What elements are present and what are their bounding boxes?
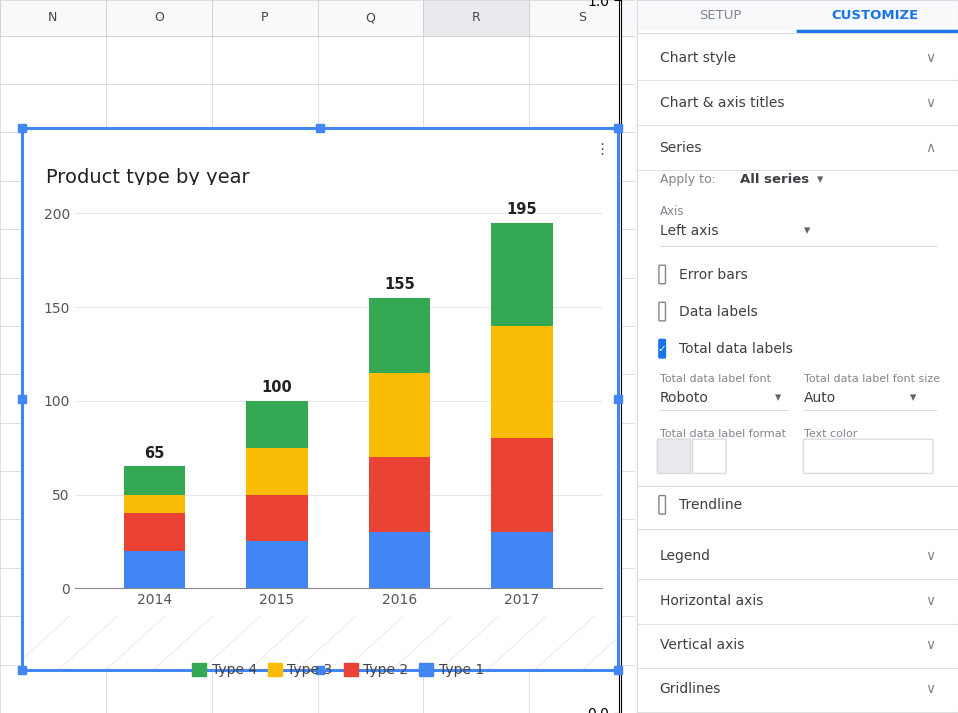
- Text: A: A: [810, 449, 820, 463]
- Bar: [246, 448, 308, 495]
- Bar: [212, 0, 317, 36]
- Text: Text color: Text color: [804, 429, 857, 438]
- Text: 155: 155: [384, 277, 415, 292]
- Text: Total data label font: Total data label font: [659, 374, 770, 384]
- Bar: [491, 223, 553, 326]
- FancyBboxPatch shape: [659, 496, 666, 514]
- Text: Axis: Axis: [659, 205, 684, 218]
- Bar: [369, 298, 430, 373]
- Text: 195: 195: [507, 202, 537, 217]
- Bar: [105, 0, 212, 36]
- Text: 100: 100: [262, 380, 292, 395]
- Text: Total data labels: Total data labels: [679, 342, 793, 356]
- Text: ⋮: ⋮: [594, 142, 609, 157]
- Text: Auto: Auto: [804, 391, 836, 405]
- Text: Horizontal axis: Horizontal axis: [659, 594, 763, 608]
- Text: P: P: [261, 11, 268, 24]
- Text: ∨: ∨: [925, 51, 936, 65]
- Text: ▾: ▾: [920, 450, 925, 463]
- FancyBboxPatch shape: [804, 439, 933, 473]
- Text: Auto: Auto: [839, 449, 872, 463]
- Text: CUSTOMIZE: CUSTOMIZE: [831, 9, 918, 22]
- Text: Chart style: Chart style: [659, 51, 736, 65]
- Text: All series: All series: [740, 173, 809, 186]
- Bar: [124, 513, 185, 550]
- Bar: [423, 0, 529, 36]
- Text: Q: Q: [366, 11, 376, 24]
- Text: ▾: ▾: [910, 391, 916, 404]
- Bar: [491, 532, 553, 588]
- Text: ▾: ▾: [804, 225, 810, 237]
- FancyBboxPatch shape: [659, 302, 666, 321]
- FancyBboxPatch shape: [659, 265, 666, 284]
- Bar: [529, 0, 635, 36]
- Text: Left axis: Left axis: [659, 224, 718, 238]
- FancyBboxPatch shape: [657, 439, 691, 473]
- Text: ∨: ∨: [925, 96, 936, 110]
- Text: ∨: ∨: [925, 682, 936, 697]
- Bar: [0, 0, 105, 36]
- Bar: [369, 457, 430, 532]
- Text: ∨: ∨: [925, 638, 936, 652]
- Bar: [124, 466, 185, 495]
- Legend: Type 4, Type 3, Type 2, Type 1: Type 4, Type 3, Type 2, Type 1: [187, 657, 490, 683]
- Text: Data labels: Data labels: [679, 304, 758, 319]
- Text: Gridlines: Gridlines: [659, 682, 721, 697]
- Bar: [637, 0, 958, 31]
- Bar: [246, 401, 308, 448]
- Bar: [124, 550, 185, 588]
- Text: Vertical axis: Vertical axis: [659, 638, 744, 652]
- FancyBboxPatch shape: [659, 339, 666, 358]
- Text: ∨: ∨: [925, 549, 936, 563]
- Bar: [369, 373, 430, 457]
- Text: N: N: [48, 11, 57, 24]
- Text: Apply to:: Apply to:: [659, 173, 716, 186]
- Text: ∧: ∧: [925, 140, 936, 155]
- FancyBboxPatch shape: [693, 439, 726, 473]
- Text: Error bars: Error bars: [679, 267, 748, 282]
- Bar: [246, 495, 308, 541]
- Text: ▾: ▾: [817, 173, 823, 186]
- Bar: [491, 438, 553, 532]
- Bar: [369, 532, 430, 588]
- Bar: [246, 541, 308, 588]
- Bar: [124, 495, 185, 513]
- Text: Roboto: Roboto: [659, 391, 708, 405]
- Text: O: O: [154, 11, 164, 24]
- Text: SETUP: SETUP: [699, 9, 741, 22]
- Text: Total data label format: Total data label format: [659, 429, 786, 438]
- Text: Trendline: Trendline: [679, 498, 742, 512]
- Text: I: I: [707, 448, 712, 464]
- Text: Legend: Legend: [659, 549, 711, 563]
- Text: Product type by year: Product type by year: [46, 168, 249, 187]
- Text: R: R: [472, 11, 481, 24]
- Text: S: S: [579, 11, 586, 24]
- Text: Series: Series: [659, 140, 702, 155]
- Text: ∨: ∨: [925, 594, 936, 608]
- Text: 65: 65: [145, 446, 165, 461]
- Bar: [317, 0, 423, 36]
- Text: Chart & axis titles: Chart & axis titles: [659, 96, 784, 110]
- Text: ▾: ▾: [775, 391, 782, 404]
- Bar: [491, 326, 553, 438]
- Text: ✓: ✓: [658, 344, 667, 354]
- Text: B: B: [668, 448, 680, 464]
- Text: Total data label font size: Total data label font size: [804, 374, 940, 384]
